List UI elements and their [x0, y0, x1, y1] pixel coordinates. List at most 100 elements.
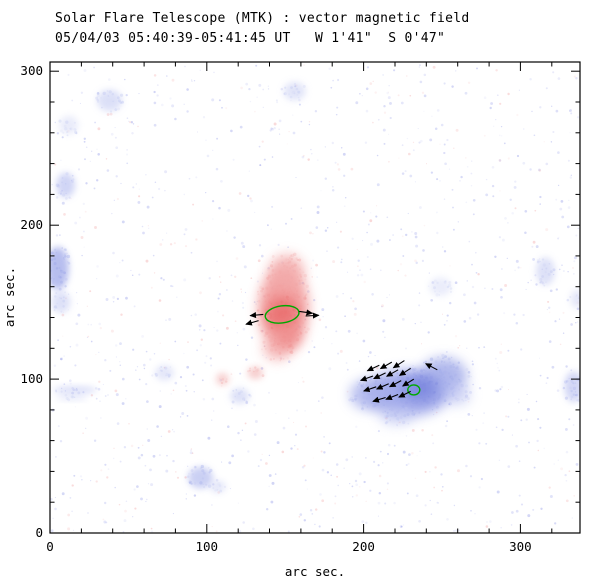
- flux-speckle: [53, 306, 57, 310]
- noise-speckle: [471, 363, 474, 366]
- faint-flux-patch: [97, 89, 123, 112]
- noise-speckle: [244, 422, 247, 425]
- noise-speckle: [298, 103, 301, 106]
- flux-speckle: [539, 281, 542, 284]
- noise-speckle: [225, 326, 229, 330]
- noise-speckle: [545, 87, 548, 90]
- noise-speckle: [281, 450, 285, 454]
- noise-speckle: [499, 288, 503, 292]
- noise-speckle: [116, 297, 120, 301]
- noise-speckle: [466, 166, 469, 168]
- flux-speckle: [454, 397, 458, 400]
- flux-speckle: [583, 386, 585, 388]
- noise-speckle: [211, 98, 215, 102]
- field-vector: [305, 312, 320, 319]
- noise-speckle: [303, 64, 306, 67]
- noise-speckle: [119, 261, 121, 264]
- noise-speckle: [71, 99, 74, 102]
- noise-speckle: [135, 183, 137, 185]
- noise-speckle: [211, 397, 215, 401]
- noise-speckle: [498, 159, 502, 162]
- noise-speckle: [131, 274, 134, 277]
- flux-speckle: [282, 273, 284, 275]
- noise-speckle: [311, 276, 313, 278]
- noise-speckle: [314, 523, 316, 526]
- noise-speckle: [335, 295, 339, 298]
- noise-speckle: [54, 496, 56, 499]
- flux-speckle: [549, 270, 553, 274]
- noise-speckle: [507, 157, 510, 160]
- flux-speckle: [283, 290, 286, 293]
- noise-speckle: [556, 389, 560, 392]
- noise-speckle: [376, 367, 379, 370]
- noise-speckle: [408, 453, 411, 456]
- noise-speckle: [103, 520, 107, 524]
- flux-speckle: [420, 403, 423, 405]
- noise-speckle: [211, 504, 213, 506]
- noise-speckle: [529, 77, 532, 81]
- noise-speckle: [228, 461, 232, 465]
- flux-speckle: [564, 396, 568, 400]
- noise-speckle: [367, 223, 370, 226]
- faint-flux-patch: [51, 291, 71, 313]
- noise-speckle: [183, 233, 186, 236]
- y-tick-label: 0: [35, 525, 43, 540]
- noise-speckle: [401, 317, 405, 321]
- noise-speckle: [359, 93, 361, 95]
- flux-speckle: [389, 413, 394, 417]
- noise-speckle: [455, 70, 457, 72]
- noise-speckle: [499, 351, 503, 354]
- plot-subtitle: 05/04/03 05:40:39-05:41:45 UT W 1'41" S …: [55, 31, 445, 46]
- flux-speckle: [259, 329, 263, 332]
- noise-speckle: [551, 365, 555, 369]
- flux-speckle: [299, 308, 302, 311]
- noise-speckle: [539, 374, 542, 377]
- noise-speckle: [386, 367, 389, 370]
- flux-speckle: [260, 289, 263, 293]
- noise-speckle: [115, 146, 119, 150]
- flux-speckle: [356, 381, 358, 383]
- noise-speckle: [315, 226, 319, 229]
- flux-speckle: [465, 384, 469, 388]
- noise-speckle: [97, 127, 101, 131]
- flux-speckle: [247, 370, 250, 373]
- noise-speckle: [548, 486, 551, 489]
- noise-speckle: [211, 419, 213, 421]
- noise-speckle: [513, 185, 517, 189]
- noise-speckle: [518, 460, 521, 462]
- flux-speckle: [165, 375, 167, 377]
- noise-speckle: [336, 475, 339, 478]
- noise-speckle: [564, 427, 568, 431]
- noise-speckle: [411, 367, 414, 370]
- noise-speckle: [389, 116, 392, 120]
- noise-speckle: [497, 367, 499, 369]
- field-vector: [401, 378, 415, 387]
- noise-speckle: [114, 486, 116, 489]
- flux-speckle: [400, 388, 404, 392]
- noise-speckle: [528, 441, 530, 444]
- noise-speckle: [318, 525, 321, 528]
- noise-speckle: [137, 125, 139, 128]
- flux-speckle: [433, 279, 437, 283]
- flux-speckle: [72, 178, 75, 181]
- flux-speckle: [297, 90, 300, 94]
- negative-contour: [407, 384, 421, 396]
- flux-speckle: [298, 98, 301, 102]
- flux-speckle: [64, 127, 68, 131]
- noise-speckle: [216, 329, 219, 332]
- flux-speckle: [191, 473, 194, 476]
- noise-speckle: [532, 257, 536, 261]
- noise-speckle: [256, 280, 259, 283]
- noise-speckle: [466, 347, 468, 349]
- noise-speckle: [102, 383, 105, 386]
- noise-speckle: [531, 245, 534, 248]
- flux-speckle: [264, 348, 267, 350]
- noise-speckle: [220, 179, 223, 183]
- flux-speckle: [68, 196, 71, 199]
- flux-speckle: [355, 397, 358, 400]
- noise-speckle: [489, 106, 492, 110]
- noise-speckle: [262, 88, 265, 91]
- flux-speckle: [574, 391, 577, 393]
- noise-speckle: [76, 292, 78, 294]
- flux-speckle: [200, 464, 204, 469]
